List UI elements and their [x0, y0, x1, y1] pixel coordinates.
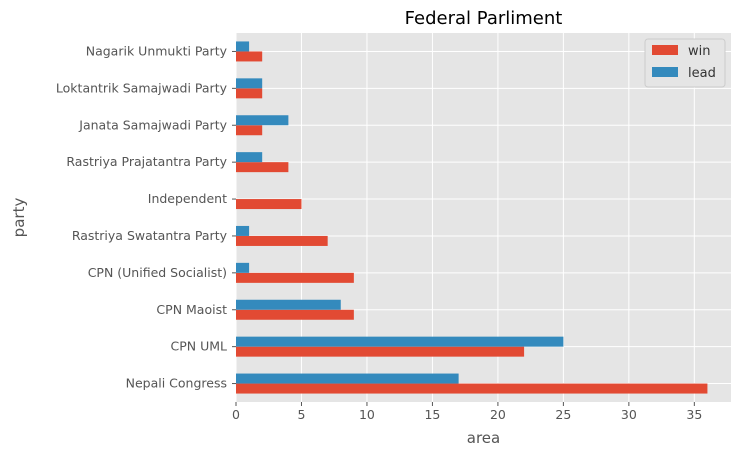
bar-lead	[236, 373, 459, 384]
y-tick-label: Loktantrik Samajwadi Party	[56, 80, 228, 95]
bar-win	[236, 383, 708, 394]
legend-swatch-win	[652, 45, 678, 55]
bar-win	[236, 199, 302, 210]
y-tick-label: Rastriya Prajatantra Party	[66, 154, 227, 169]
x-axis-title: area	[467, 429, 500, 447]
bar-win	[236, 272, 354, 283]
y-tick-label: CPN Maoist	[156, 302, 227, 317]
x-axis-ticks: 0 5 10 15 20 25 30 35	[232, 402, 702, 422]
y-tick-label: Rastriya Swatantra Party	[72, 228, 228, 243]
bar-lead	[236, 225, 250, 236]
y-tick-label: Nagarik Unmukti Party	[86, 43, 228, 58]
x-tick-label: 35	[686, 407, 702, 422]
x-tick-label: 10	[359, 407, 375, 422]
legend-label-win: win	[688, 44, 710, 59]
bar-lead	[236, 78, 263, 89]
bar-win	[236, 346, 525, 357]
y-tick-label: CPN (Unified Socialist)	[88, 265, 227, 280]
bar-win	[236, 88, 263, 99]
bar-win	[236, 235, 328, 246]
y-tick-label: Independent	[148, 191, 227, 206]
bar-win	[236, 125, 263, 136]
x-tick-label: 15	[424, 407, 440, 422]
y-axis-title: party	[10, 198, 28, 238]
x-tick-label: 25	[555, 407, 571, 422]
chart-title: Federal Parliment	[405, 8, 563, 29]
bar-lead	[236, 41, 250, 52]
bar-lead	[236, 336, 564, 347]
y-axis-ticks: Nepali Congress CPN UML CPN Maoist CPN (Uni…	[56, 43, 236, 391]
y-tick-label: Nepali Congress	[126, 376, 227, 391]
y-tick-label: Janata Samajwadi Party	[78, 117, 227, 132]
legend-label-lead: lead	[688, 66, 716, 81]
legend-swatch-lead	[652, 67, 678, 77]
bar-win	[236, 51, 263, 62]
bar-lead	[236, 299, 341, 310]
x-tick-label: 5	[297, 407, 305, 422]
bars	[236, 41, 708, 394]
bar-lead	[236, 262, 250, 273]
bar-win	[236, 309, 354, 320]
bar-win	[236, 162, 289, 173]
legend: win lead	[644, 38, 726, 88]
x-tick-label: 0	[232, 407, 240, 422]
x-tick-label: 30	[621, 407, 637, 422]
x-tick-label: 20	[490, 407, 506, 422]
bar-lead	[236, 115, 289, 126]
bar-lead	[236, 152, 263, 163]
y-tick-label: CPN UML	[171, 339, 228, 354]
